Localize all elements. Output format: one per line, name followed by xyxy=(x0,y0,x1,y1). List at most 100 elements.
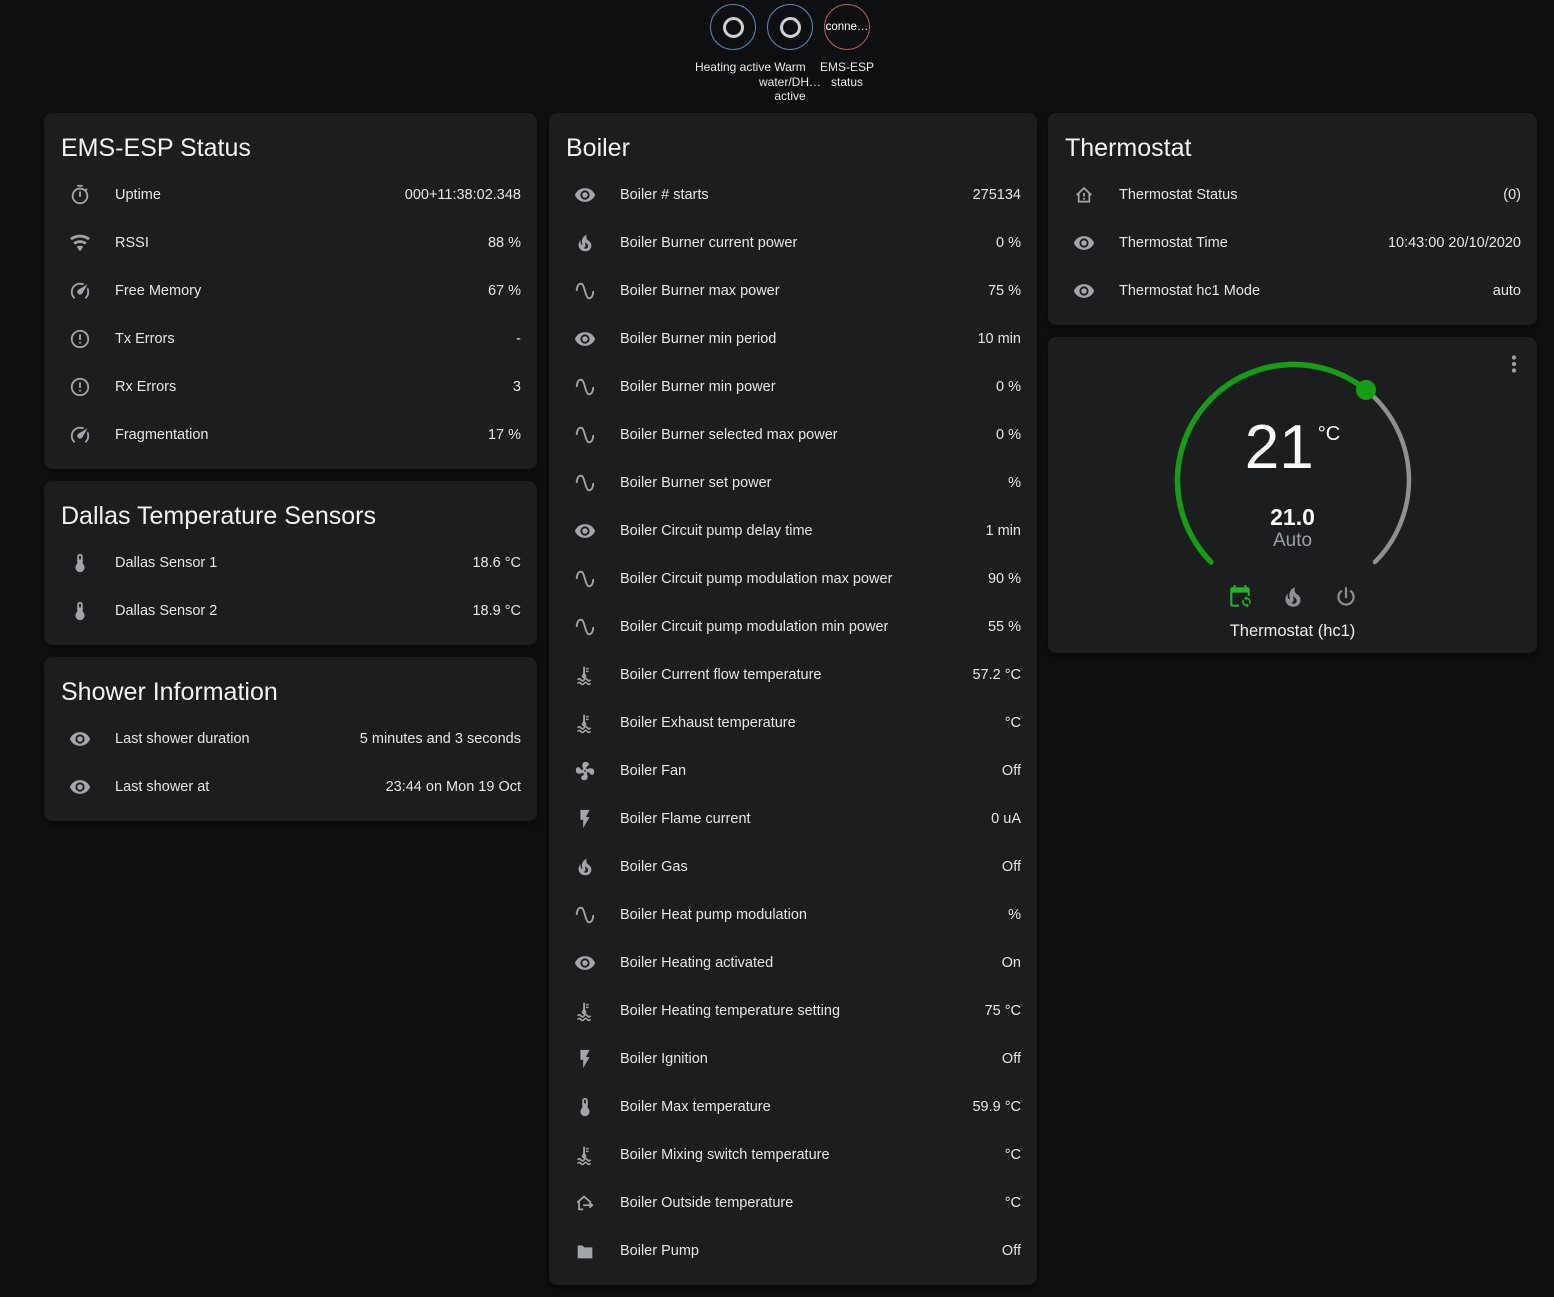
timer-icon xyxy=(69,184,91,206)
entity-rows: Last shower duration 5 minutes and 3 sec… xyxy=(44,715,537,811)
entity-row[interactable]: Thermostat hc1 Mode auto xyxy=(1048,267,1537,315)
entity-label: Boiler Flame current xyxy=(620,811,751,827)
card-menu-button[interactable] xyxy=(1501,351,1527,377)
entity-value: 75 °C xyxy=(984,1003,1021,1019)
shower-info-card: Shower Information Last shower duration … xyxy=(44,657,537,821)
hvac-mode-button[interactable] xyxy=(1280,584,1306,610)
badge-ems-esp-status[interactable]: conne… EMS-ESP status xyxy=(820,4,874,104)
entity-row[interactable]: Thermostat Status (0) xyxy=(1048,171,1537,219)
entity-row[interactable]: Boiler Burner min period 10 min xyxy=(549,315,1037,363)
entity-row[interactable]: Boiler Gas Off xyxy=(549,843,1037,891)
entity-row[interactable]: Boiler Burner set power % xyxy=(549,459,1037,507)
entity-value: 10 min xyxy=(977,331,1021,347)
entity-rows: Boiler # starts 275134 Boiler Burner cur… xyxy=(549,171,1037,1275)
entity-row[interactable]: Boiler Current flow temperature 57.2 °C xyxy=(549,651,1037,699)
entity-row[interactable]: Boiler Heat pump modulation % xyxy=(549,891,1037,939)
entity-row[interactable]: Boiler # starts 275134 xyxy=(549,171,1037,219)
entity-row[interactable]: RSSI 88 % xyxy=(44,219,537,267)
hvac-mode-label: Auto xyxy=(1272,530,1313,551)
entity-row[interactable]: Boiler Max temperature 59.9 °C xyxy=(549,1083,1037,1131)
thermostat-card: Thermostat Thermostat Status (0) Thermos… xyxy=(1048,113,1537,325)
eye-icon xyxy=(1073,232,1095,254)
thermostat-dial[interactable] xyxy=(1159,346,1427,614)
entity-label: Uptime xyxy=(115,187,161,203)
eye-icon xyxy=(69,776,91,798)
badge-heating-active[interactable]: Heating active xyxy=(695,4,771,104)
entity-row[interactable]: Boiler Burner selected max power 0 % xyxy=(549,411,1037,459)
boiler-card: Boiler Boiler # starts 275134 Boiler Bur… xyxy=(549,113,1037,1285)
entity-row[interactable]: Boiler Heating activated On xyxy=(549,939,1037,987)
entity-label: Last shower at xyxy=(115,779,210,795)
entity-value: 75 % xyxy=(987,283,1021,299)
dial-handle[interactable] xyxy=(1355,379,1376,400)
entity-value: auto xyxy=(1492,283,1521,299)
eye-icon xyxy=(1073,280,1095,302)
entity-row[interactable]: Boiler Burner current power 0 % xyxy=(549,219,1037,267)
entity-value: On xyxy=(1001,955,1021,971)
entity-row[interactable]: Boiler Outside temperature °C xyxy=(549,1179,1037,1227)
entity-label: Boiler # starts xyxy=(620,187,709,203)
entity-value: 3 xyxy=(512,379,521,395)
alert-circle-icon xyxy=(69,376,91,398)
entity-row[interactable]: Boiler Exhaust temperature °C xyxy=(549,699,1037,747)
dial-value-arc xyxy=(1174,361,1369,565)
entity-row[interactable]: Dallas Sensor 1 18.6 °C xyxy=(44,539,537,587)
sine-wave-icon xyxy=(574,472,596,494)
entity-value: Off xyxy=(1001,859,1021,875)
entity-label: Boiler Burner current power xyxy=(620,235,798,251)
current-temperature: 21 °C xyxy=(1048,417,1537,479)
entity-value: 17 % xyxy=(487,427,521,443)
entity-row[interactable]: Dallas Sensor 2 18.9 °C xyxy=(44,587,537,635)
entity-label: Free Memory xyxy=(115,283,202,299)
entity-value: °C xyxy=(1004,1195,1021,1211)
entity-label: Boiler Gas xyxy=(620,859,688,875)
entity-row[interactable]: Boiler Circuit pump delay time 1 min xyxy=(549,507,1037,555)
column-left: EMS-ESP Status Uptime 000+11:38:02.348 R… xyxy=(44,113,537,833)
fan-icon xyxy=(574,760,596,782)
entity-row[interactable]: Boiler Burner min power 0 % xyxy=(549,363,1037,411)
entity-row[interactable]: Boiler Circuit pump modulation max power… xyxy=(549,555,1037,603)
card-title: Boiler xyxy=(566,134,630,162)
entity-label: Last shower duration xyxy=(115,731,250,747)
current-temperature-value: 21 xyxy=(1244,413,1314,482)
entity-row[interactable]: Boiler Circuit pump modulation min power… xyxy=(549,603,1037,651)
sine-wave-icon xyxy=(574,376,596,398)
hvac-mode-button[interactable] xyxy=(1333,584,1359,610)
entity-row[interactable]: Boiler Ignition Off xyxy=(549,1035,1037,1083)
hvac-mode-button[interactable] xyxy=(1227,584,1253,610)
entity-row[interactable]: Rx Errors 3 xyxy=(44,363,537,411)
badge-label: Warm water/DH… active xyxy=(758,60,821,104)
entity-row[interactable]: Last shower duration 5 minutes and 3 sec… xyxy=(44,715,537,763)
entity-value: 90 % xyxy=(987,571,1021,587)
entity-row[interactable]: Tx Errors - xyxy=(44,315,537,363)
entity-value: 59.9 °C xyxy=(972,1099,1021,1115)
sine-wave-icon xyxy=(574,568,596,590)
sine-wave-icon xyxy=(574,424,596,446)
power-icon xyxy=(1333,584,1359,610)
entity-row[interactable]: Boiler Burner max power 75 % xyxy=(549,267,1037,315)
badge-label: EMS-ESP status xyxy=(819,60,874,89)
entity-row[interactable]: Boiler Heating temperature setting 75 °C xyxy=(549,987,1037,1035)
entity-row[interactable]: Last shower at 23:44 on Mon 19 Oct xyxy=(44,763,537,811)
entity-row[interactable]: Free Memory 67 % xyxy=(44,267,537,315)
entity-value: °C xyxy=(1004,1147,1021,1163)
badge-circle xyxy=(710,4,756,50)
entity-label: RSSI xyxy=(115,235,149,251)
entity-row[interactable]: Boiler Flame current 0 uA xyxy=(549,795,1037,843)
card-title: Thermostat xyxy=(1065,134,1192,162)
entity-row[interactable]: Boiler Pump Off xyxy=(549,1227,1037,1275)
entity-row[interactable]: Thermostat Time 10:43:00 20/10/2020 xyxy=(1048,219,1537,267)
badge-warm-water-active[interactable]: Warm water/DH… active xyxy=(759,4,821,104)
entity-value: °C xyxy=(1004,715,1021,731)
entity-label: Boiler Burner min period xyxy=(620,331,777,347)
badge-state-text: conne… xyxy=(825,21,869,33)
entity-row[interactable]: Boiler Mixing switch temperature °C xyxy=(549,1131,1037,1179)
entity-row[interactable]: Uptime 000+11:38:02.348 xyxy=(44,171,537,219)
entity-value: 000+11:38:02.348 xyxy=(404,187,521,203)
sine-wave-icon xyxy=(574,280,596,302)
hvac-mode-buttons xyxy=(1048,584,1537,610)
entity-row[interactable]: Fragmentation 17 % xyxy=(44,411,537,459)
entity-label: Fragmentation xyxy=(115,427,209,443)
entity-row[interactable]: Boiler Fan Off xyxy=(549,747,1037,795)
entity-value: 0 % xyxy=(996,427,1021,443)
